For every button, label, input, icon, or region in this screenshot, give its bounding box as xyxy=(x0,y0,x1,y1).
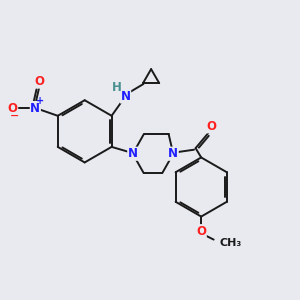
Text: O: O xyxy=(207,120,217,133)
Text: N: N xyxy=(30,101,40,115)
Text: H: H xyxy=(112,81,122,94)
Text: O: O xyxy=(196,225,206,238)
Text: −: − xyxy=(10,111,19,121)
Text: N: N xyxy=(121,90,130,103)
Text: O: O xyxy=(8,101,18,115)
Text: N: N xyxy=(128,147,138,160)
Text: CH₃: CH₃ xyxy=(220,238,242,248)
Text: N: N xyxy=(168,147,178,160)
Text: O: O xyxy=(34,75,44,88)
Text: +: + xyxy=(36,96,44,106)
